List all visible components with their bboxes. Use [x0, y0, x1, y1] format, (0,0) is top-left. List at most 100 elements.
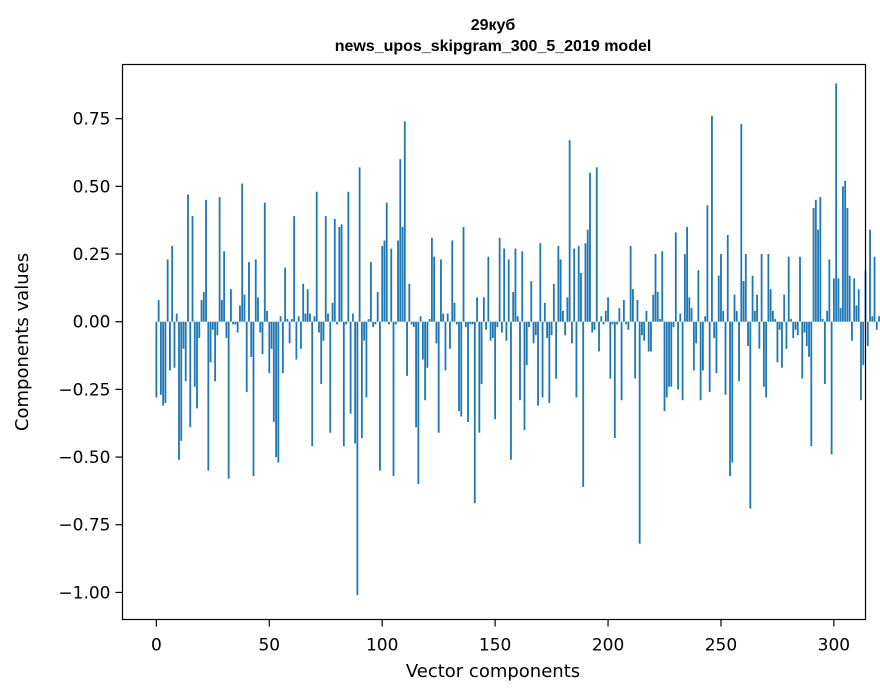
bar — [340, 224, 343, 322]
bar — [751, 275, 754, 322]
bar — [230, 289, 232, 322]
bar — [354, 321, 357, 444]
bar — [776, 321, 779, 363]
bar — [333, 218, 336, 322]
bar — [620, 321, 623, 401]
bar — [670, 321, 673, 387]
bar — [873, 256, 876, 322]
bar — [774, 318, 777, 322]
bar — [248, 262, 250, 322]
bar — [401, 226, 404, 322]
bar — [304, 313, 307, 322]
bar — [830, 321, 833, 455]
bar — [329, 321, 332, 433]
x-ticks: 0 50 100 150 200 250 300 — [151, 619, 850, 656]
bar — [324, 216, 327, 322]
bar — [428, 318, 431, 322]
bar — [783, 294, 786, 322]
bar — [790, 318, 792, 322]
bar — [557, 245, 560, 322]
bar — [180, 321, 183, 441]
bar — [295, 321, 298, 360]
bar — [218, 197, 221, 322]
bar — [681, 321, 684, 401]
bar — [631, 289, 634, 322]
bar — [566, 297, 569, 322]
bar — [548, 321, 551, 403]
bar — [184, 321, 187, 382]
bar — [471, 321, 474, 325]
bar — [756, 294, 759, 322]
bar — [342, 321, 345, 447]
bar — [738, 321, 740, 382]
bar — [846, 207, 849, 322]
bar — [665, 321, 668, 398]
bar — [645, 310, 648, 322]
bar — [451, 240, 454, 322]
bar — [695, 321, 698, 344]
bar — [200, 300, 203, 322]
bar — [523, 321, 526, 430]
bar — [561, 310, 564, 322]
bar — [480, 321, 483, 384]
y-tick-label: 0.00 — [73, 313, 111, 333]
bar — [857, 289, 860, 322]
bar — [322, 321, 325, 341]
bar — [742, 281, 745, 322]
bar — [762, 321, 765, 387]
bar — [598, 321, 600, 352]
bar — [600, 316, 603, 322]
bar — [711, 115, 713, 322]
bar — [234, 321, 237, 325]
bar — [661, 251, 664, 322]
bar — [842, 186, 844, 322]
bar — [781, 321, 783, 368]
bar — [528, 321, 530, 328]
bar — [358, 167, 361, 322]
bar — [851, 321, 853, 341]
bar — [618, 308, 621, 322]
bar — [663, 321, 666, 412]
bar — [424, 321, 427, 401]
bar — [720, 254, 722, 322]
bar — [828, 259, 831, 322]
bar — [568, 140, 571, 322]
bar — [173, 321, 176, 368]
bar — [627, 321, 630, 330]
bar — [207, 321, 210, 471]
bar — [647, 321, 650, 352]
bar — [198, 321, 201, 338]
bar — [733, 294, 736, 322]
bar — [279, 316, 282, 322]
bar — [636, 300, 639, 322]
bar — [505, 321, 508, 341]
bar — [155, 321, 158, 398]
x-tick-label: 0 — [151, 636, 162, 656]
bar — [485, 321, 487, 330]
bar — [537, 321, 539, 406]
bar — [365, 321, 368, 398]
bar — [159, 321, 162, 395]
bar — [440, 259, 442, 322]
bar — [575, 321, 578, 398]
bar — [467, 321, 469, 422]
bar — [496, 321, 499, 328]
bar — [706, 205, 709, 322]
bar — [794, 321, 797, 330]
bar — [421, 321, 424, 360]
bar — [787, 256, 790, 322]
bar — [297, 316, 300, 322]
bar — [209, 321, 212, 363]
bar — [182, 321, 185, 349]
bar — [616, 321, 618, 325]
x-tick-label: 100 — [366, 636, 398, 656]
bar — [311, 321, 314, 447]
bar — [399, 159, 402, 322]
bar — [878, 316, 880, 322]
bar — [281, 321, 284, 374]
bar — [406, 321, 408, 376]
bar — [349, 321, 352, 414]
bar — [214, 321, 216, 382]
bar — [744, 254, 747, 322]
bar — [672, 321, 675, 328]
